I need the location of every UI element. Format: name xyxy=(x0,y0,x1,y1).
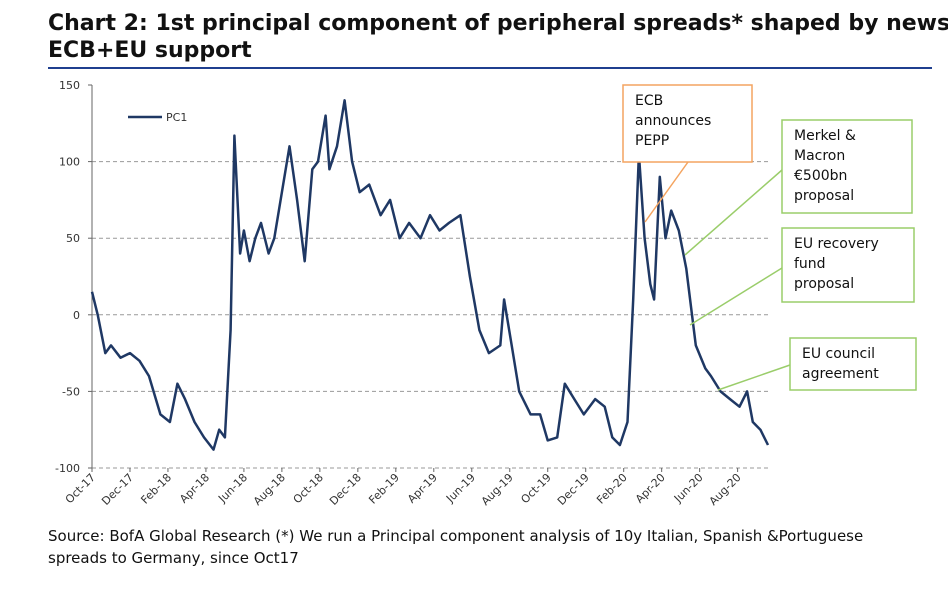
x-tick-label: Oct-18 xyxy=(291,471,326,506)
x-tick-label: Feb-20 xyxy=(594,471,630,507)
y-tick-label: 0 xyxy=(73,309,80,322)
annotation-text: Macron xyxy=(794,148,845,164)
annotation-text: EU recovery xyxy=(794,236,879,252)
chart-title: Chart 2: 1st principal component of peri… xyxy=(48,11,948,36)
annotation-text: fund xyxy=(794,256,826,272)
y-tick-label: -50 xyxy=(62,385,80,398)
annotation-text: ECB xyxy=(635,93,663,109)
x-tick-label: Feb-19 xyxy=(366,471,402,507)
x-tick-label: Feb-18 xyxy=(138,471,174,507)
x-tick-label: Apr-20 xyxy=(633,471,668,506)
annotation-arrow xyxy=(689,267,783,326)
annotation-arrow xyxy=(717,364,791,391)
y-tick-label: -100 xyxy=(55,462,80,475)
annotation-text: PEPP xyxy=(635,133,669,149)
x-tick-label: Aug-20 xyxy=(707,471,744,508)
annotation-text: proposal xyxy=(794,276,854,292)
x-tick-label: Jun-18 xyxy=(215,471,250,506)
annotation-box xyxy=(789,337,917,391)
annotation-text: Merkel & xyxy=(794,128,856,144)
y-tick-label: 100 xyxy=(59,156,80,169)
annotation-box xyxy=(781,119,913,214)
data-line xyxy=(90,99,770,451)
x-tick-label: Jun-19 xyxy=(443,471,478,506)
annotation-arrow xyxy=(644,161,689,223)
x-tick-label: Oct-19 xyxy=(518,471,553,506)
annotation-arrow xyxy=(684,169,783,256)
annotation-box xyxy=(781,227,915,303)
x-tick-label: Dec-17 xyxy=(99,471,136,508)
annotation-text: proposal xyxy=(794,188,854,204)
annotation-text: EU council xyxy=(802,346,875,362)
x-tick-label: Dec-19 xyxy=(555,471,592,508)
x-tick-label: Oct-17 xyxy=(63,471,98,506)
x-tick-label: Apr-19 xyxy=(405,471,440,506)
source-note: spreads to Germany, since Oct17 xyxy=(48,549,299,567)
x-tick-label: Apr-18 xyxy=(177,471,212,506)
y-tick-label: 150 xyxy=(59,79,80,92)
annotation-text: €500bn xyxy=(794,168,847,184)
annotation-text: announces xyxy=(635,113,711,129)
legend-label: PC1 xyxy=(166,111,187,124)
x-tick-label: Dec-18 xyxy=(327,471,364,508)
x-tick-label: Aug-18 xyxy=(251,471,288,508)
annotation-box xyxy=(622,84,753,163)
annotation-text: agreement xyxy=(802,366,879,382)
x-tick-label: Aug-19 xyxy=(479,471,516,508)
source-note: Source: BofA Global Research (*) We run … xyxy=(48,527,863,545)
x-tick-label: Jun-20 xyxy=(671,471,706,506)
chart-title: ECB+EU support xyxy=(48,38,252,63)
y-tick-label: 50 xyxy=(66,232,80,245)
